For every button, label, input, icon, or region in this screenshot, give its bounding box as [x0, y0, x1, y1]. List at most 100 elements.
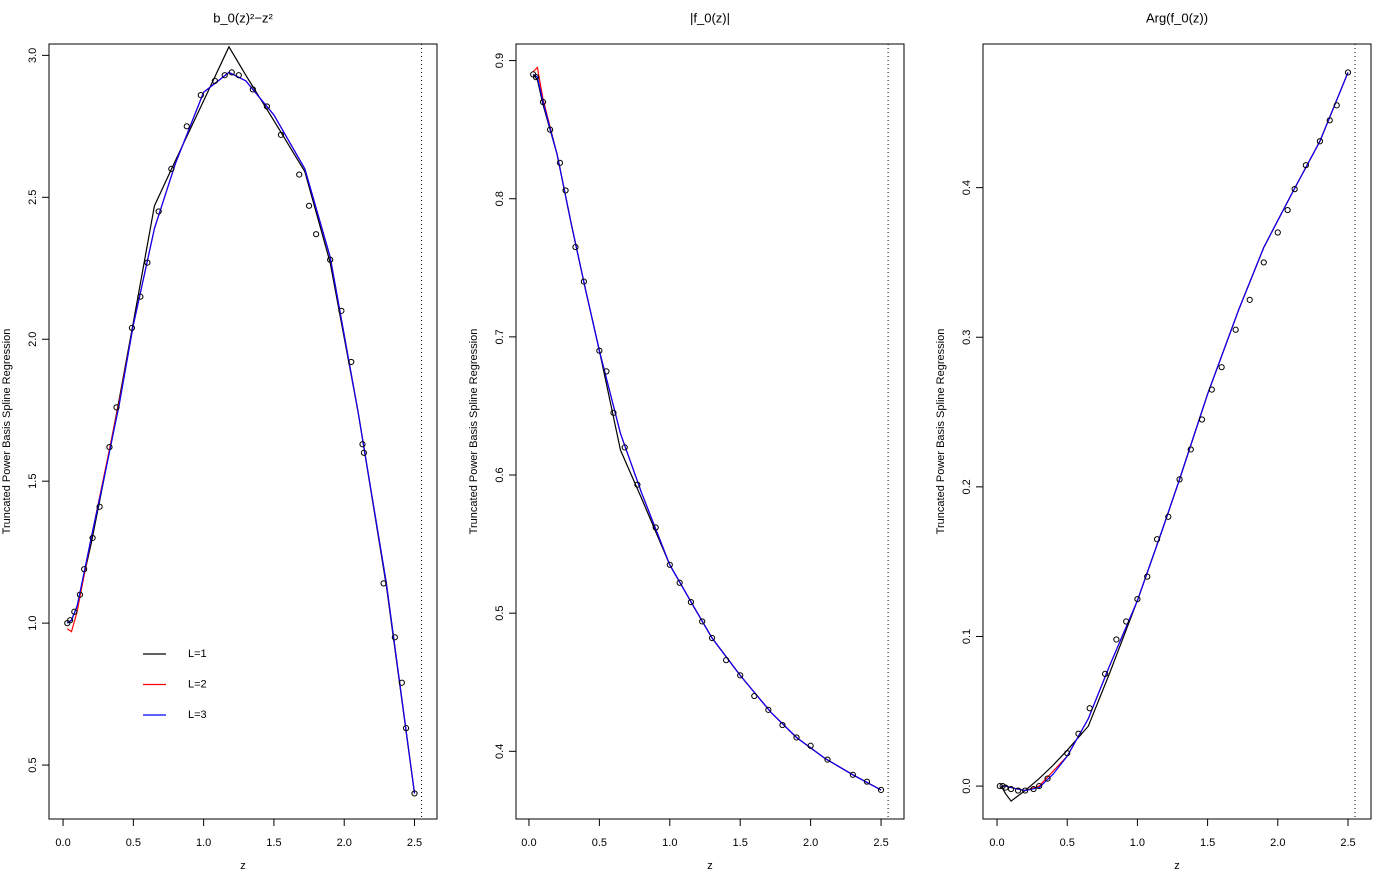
data-point	[723, 657, 730, 664]
x-tick-label: 0.5	[1060, 837, 1075, 849]
data-point	[1102, 670, 1109, 677]
data-point	[277, 131, 285, 138]
legend-label: L=1	[188, 648, 207, 660]
data-point	[687, 599, 695, 606]
data-point	[76, 591, 84, 598]
y-tick-label: 1.5	[27, 474, 39, 489]
data-point	[634, 481, 641, 488]
x-tick-label: 2.0	[1270, 837, 1285, 849]
data-point	[562, 187, 569, 194]
data-point	[338, 307, 345, 314]
x-tick-label: 2.5	[873, 837, 888, 849]
data-point	[572, 243, 579, 251]
data-point	[676, 579, 683, 586]
plot-area	[530, 44, 889, 819]
data-point	[546, 126, 554, 133]
data-point	[1014, 787, 1022, 794]
data-point	[1176, 476, 1183, 483]
data-point	[313, 231, 320, 238]
x-axis-label: z	[1174, 860, 1180, 872]
data-point	[1232, 326, 1239, 333]
data-point	[1284, 206, 1291, 214]
data-point	[411, 790, 418, 797]
data-point	[360, 449, 367, 456]
data-point	[66, 617, 74, 624]
data-point	[1030, 785, 1037, 793]
data-point	[305, 202, 313, 209]
data-point	[197, 91, 204, 99]
y-tick-label: 0.2	[961, 479, 973, 494]
y-tick-label: 0.4	[961, 180, 973, 195]
data-point	[539, 98, 547, 106]
legend: L=1 L=2 L=3	[143, 648, 207, 721]
data-point	[1036, 782, 1043, 790]
data-point	[877, 786, 885, 794]
data-point	[1333, 102, 1340, 109]
x-tick-label: 0.0	[989, 837, 1004, 849]
data-point	[144, 259, 151, 266]
data-point	[348, 358, 355, 366]
series-line	[66, 71, 416, 794]
data-point	[1022, 787, 1029, 794]
data-point	[155, 208, 162, 215]
data-point	[1064, 750, 1071, 757]
data-point	[96, 503, 103, 510]
x-tick-label: 1.5	[733, 837, 748, 849]
y-tick-label: 0.4	[494, 744, 506, 759]
data-point	[1144, 573, 1151, 580]
data-point	[128, 324, 136, 331]
data-point	[1153, 536, 1161, 543]
series-line	[1001, 72, 1349, 792]
y-tick-label: 0.5	[494, 606, 506, 621]
y-axis-label: Truncated Power Basis Spline Regression	[1, 329, 13, 535]
data-point	[610, 409, 617, 416]
y-tick-label: 3.0	[27, 48, 39, 63]
data-point	[1291, 186, 1298, 193]
x-tick-label: 1.0	[1130, 837, 1145, 849]
data-point	[1007, 785, 1015, 793]
x-tick-label: 1.5	[1200, 837, 1215, 849]
data-point	[1187, 446, 1194, 453]
series-line	[1000, 72, 1349, 802]
chart-title: Arg(f_0(z))	[1146, 10, 1208, 25]
data-point	[1002, 784, 1009, 791]
y-tick-label: 0.0	[961, 778, 973, 793]
data-point	[996, 782, 1003, 790]
data-point	[1302, 162, 1309, 169]
data-point	[556, 159, 564, 166]
data-point	[235, 72, 242, 79]
plot-area	[64, 44, 423, 819]
data-point	[1260, 259, 1267, 266]
data-point	[621, 444, 628, 451]
data-point	[807, 742, 814, 749]
data-point	[398, 679, 405, 686]
plot-frame	[48, 43, 438, 820]
data-point	[699, 618, 706, 625]
data-point	[1113, 636, 1120, 643]
legend-label: L=3	[188, 709, 207, 721]
series-line	[66, 71, 416, 794]
data-point	[263, 103, 270, 110]
plot-area	[996, 44, 1356, 819]
y-tick-label: 2.0	[27, 332, 39, 347]
data-point	[1246, 296, 1253, 303]
data-point	[1218, 364, 1225, 371]
data-point	[1165, 513, 1172, 520]
data-point	[652, 524, 659, 531]
y-tick-label: 0.7	[494, 329, 506, 344]
data-point	[1208, 386, 1215, 393]
data-point	[183, 123, 190, 130]
series-line	[1001, 72, 1349, 792]
series-line	[532, 74, 882, 791]
data-point	[1044, 775, 1051, 782]
panel: b_0(z)²−z²z Truncated Power Basis Spline …	[1, 10, 438, 872]
data-point	[296, 171, 303, 178]
data-point	[863, 778, 871, 785]
data-point	[603, 368, 610, 375]
y-axis-label: Truncated Power Basis Spline Regression	[935, 329, 947, 535]
data-point	[596, 347, 603, 354]
series-line	[532, 66, 882, 791]
data-point	[359, 441, 366, 448]
y-tick-label: 0.3	[961, 330, 973, 345]
